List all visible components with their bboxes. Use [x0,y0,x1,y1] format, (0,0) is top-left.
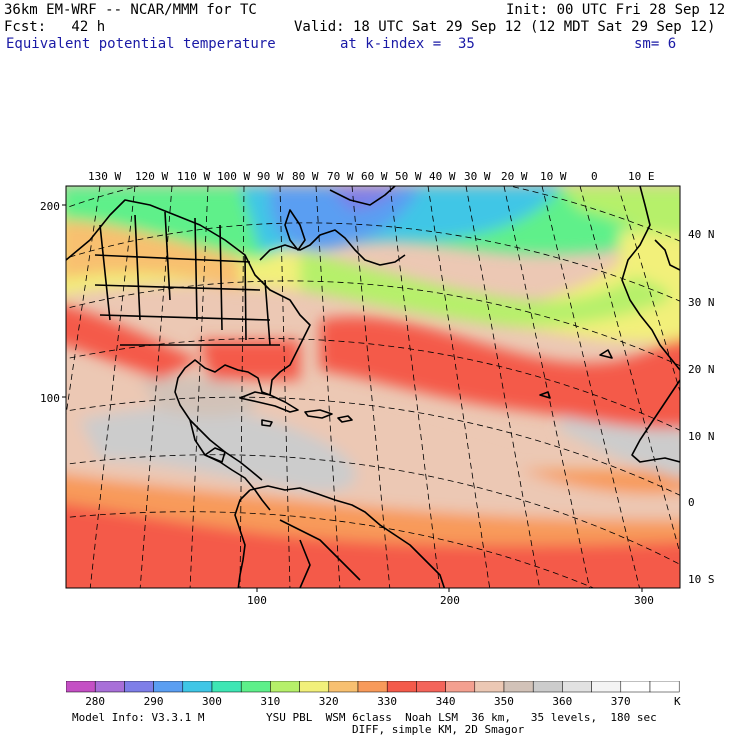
legend-swatch [357,681,388,693]
legend-label: 280 [85,695,105,708]
legend-label: 360 [552,695,572,708]
legend-swatch [328,681,359,693]
legend-label: 340 [436,695,456,708]
legend-swatch [153,681,184,693]
legend-swatch [591,681,622,693]
footer-model-info: Model Info: V3.3.1 M [72,711,205,724]
legend-swatch [474,681,505,693]
legend-swatch [270,681,300,693]
legend-label: 350 [494,695,514,708]
legend-swatch [124,681,154,693]
grid-y-label: 100 [40,392,60,405]
lon-label: 60 W [361,170,388,183]
lat-label: 10 S [688,573,715,586]
lon-label: 10 W [540,170,567,183]
legend-swatch [211,681,242,693]
grid-x-label: 200 [440,594,460,607]
lon-labels: 130 W 120 W 110 W 100 W 90 W 80 W 70 W 6… [88,170,655,183]
footer-physics: YSU PBL WSM 6class Noah LSM 36 km, 35 le… [266,711,657,724]
lat-label: 10 N [688,430,715,443]
legend-swatch [416,681,446,693]
lat-label: 0 [688,496,695,509]
legend-swatch [649,681,680,693]
legend-swatch [94,681,125,693]
grid-ticks [62,204,643,592]
legend-label: 370 [611,695,631,708]
lon-label: 100 W [217,170,250,183]
legend-label: 300 [202,695,222,708]
header-model: 36km EM-WRF -- NCAR/MMM for TC [4,2,257,18]
lon-label: 40 W [429,170,456,183]
lon-label: 20 W [501,170,528,183]
legend-swatch [182,681,213,693]
legend-swatch [66,681,96,693]
lon-label: 0 [591,170,598,183]
map-frame [65,185,681,589]
lon-label: 30 W [464,170,491,183]
header-smoothing: sm= 6 [634,36,677,52]
lon-label: 80 W [292,170,319,183]
header-init: Init: 00 UTC Fri 28 Sep 12 [506,2,726,18]
lon-label: 70 W [327,170,354,183]
header-valid-time: Valid: 18 UTC Sat 29 Sep 12 (12 MDT Sat … [294,19,716,35]
legend-swatch [240,681,271,693]
header-forecast-hour: Fcst: 42 h [4,19,106,35]
lon-label: 90 W [257,170,284,183]
lon-label: 130 W [88,170,121,183]
lat-label: 40 N [688,228,715,241]
legend-label: 290 [144,695,164,708]
header-level: at k-index = 35 [340,36,475,52]
legend-unit: K [674,695,681,708]
legend-swatch [503,681,534,693]
legend-swatch [445,681,476,693]
longitude-lines [66,186,680,588]
legend-label: 330 [377,695,397,708]
theta-e-field [66,186,680,588]
legend-swatch [562,681,592,693]
legend-swatch [386,681,417,693]
footer-diffusion: DIFF, simple KM, 2D Smagor [352,723,525,736]
color-legend: 280 290 300 310 320 330 340 350 360 370 K [66,681,681,708]
grid-index-labels: 200 100 100 200 300 [40,200,654,607]
legend-label: 320 [319,695,339,708]
lat-label: 20 N [688,363,715,376]
legend-swatch [299,681,330,693]
lon-label: 10 E [628,170,655,183]
grid-y-label: 200 [40,200,60,213]
legend-label: 310 [260,695,280,708]
coastlines [66,186,680,588]
legend-swatch [620,681,651,693]
latitude-lines [66,186,680,588]
lon-label: 120 W [135,170,168,183]
legend-swatch [532,681,563,693]
lat-label: 30 N [688,296,715,309]
header-field-name: Equivalent potential temperature [6,36,276,52]
grid-x-label: 300 [634,594,654,607]
lon-label: 50 W [395,170,422,183]
lat-labels: 40 N 30 N 20 N 10 N 0 10 S [688,228,715,586]
grid-x-label: 100 [247,594,267,607]
lon-label: 110 W [177,170,210,183]
